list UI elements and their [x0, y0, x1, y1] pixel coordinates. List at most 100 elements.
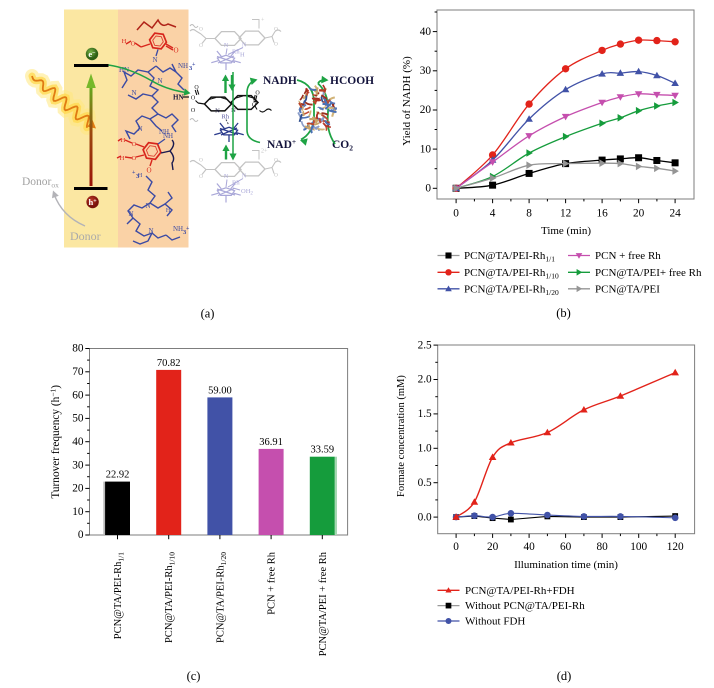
svg-text:PCN@TA/PEI-Rh1/1: PCN@TA/PEI-Rh1/1 [464, 250, 555, 264]
svg-text:+: + [132, 170, 136, 176]
svg-text:O: O [131, 41, 136, 48]
svg-text:N: N [137, 125, 142, 133]
svg-text:NH: NH [163, 132, 173, 140]
svg-text:24: 24 [669, 208, 681, 220]
svg-text:Formate concentration (mM): Formate concentration (mM) [396, 375, 407, 497]
svg-text:PCN@TA/PEI+ free Rh: PCN@TA/PEI+ free Rh [595, 267, 702, 279]
svg-text:O: O [191, 96, 196, 102]
svg-text:NH: NH [159, 128, 169, 136]
svg-text:60: 60 [72, 389, 84, 401]
svg-text:O: O [191, 108, 196, 114]
svg-text:O: O [274, 42, 278, 48]
svg-text:70: 70 [72, 366, 84, 378]
svg-text:+: + [192, 62, 196, 68]
svg-text:Illumination time (min): Illumination time (min) [514, 559, 618, 571]
svg-text:40: 40 [523, 541, 535, 553]
svg-text:O: O [274, 27, 278, 33]
svg-text:PCN@TA/PEI-Rh1/10: PCN@TA/PEI-Rh1/10 [164, 552, 177, 643]
svg-text:NH: NH [173, 225, 183, 233]
svg-text:0.0: 0.0 [418, 511, 432, 523]
svg-text:20: 20 [487, 541, 499, 553]
svg-text:Time (min): Time (min) [541, 225, 591, 237]
svg-text:60: 60 [560, 541, 572, 553]
svg-text:H: H [166, 208, 171, 214]
svg-text:N: N [215, 108, 220, 115]
svg-text:HN: HN [119, 66, 129, 74]
svg-text:PCN + free Rh: PCN + free Rh [595, 250, 661, 262]
svg-text:N: N [152, 56, 157, 64]
svg-text:30: 30 [72, 459, 84, 471]
svg-text:0: 0 [425, 183, 431, 195]
svg-text:3: 3 [189, 65, 193, 72]
svg-text:O: O [199, 174, 203, 180]
svg-text:80: 80 [72, 343, 84, 355]
svg-text:O: O [132, 155, 137, 162]
svg-text:HCOOH: HCOOH [330, 75, 374, 87]
svg-text:N: N [131, 89, 136, 97]
svg-text:+: + [261, 18, 265, 24]
svg-text:PCN@TA/PEI-Rh1/10: PCN@TA/PEI-Rh1/10 [464, 267, 559, 281]
svg-text:3: 3 [183, 229, 187, 236]
svg-text:PCN@TA/PEI-Rh1/20: PCN@TA/PEI-Rh1/20 [464, 283, 559, 297]
svg-text:O: O [194, 85, 199, 91]
svg-text:O: O [199, 43, 203, 49]
svg-text:(c): (c) [187, 669, 201, 683]
svg-text:20: 20 [633, 208, 645, 220]
svg-text:0: 0 [453, 208, 459, 220]
svg-text:PCN@TA/PEI-Rh+FDH: PCN@TA/PEI-Rh+FDH [465, 585, 575, 597]
svg-text:Rh: Rh [232, 49, 240, 56]
svg-text:3: 3 [136, 173, 140, 180]
svg-text:20: 20 [420, 104, 432, 116]
svg-text:20: 20 [72, 483, 84, 495]
svg-text:2.0: 2.0 [418, 374, 432, 386]
svg-text:10: 10 [72, 506, 84, 518]
svg-text:0: 0 [78, 529, 84, 541]
svg-text:(a): (a) [201, 307, 215, 321]
svg-text:16: 16 [596, 208, 608, 220]
svg-text:0: 0 [453, 541, 459, 553]
svg-text:120: 120 [667, 541, 684, 553]
svg-text:H: H [122, 38, 127, 45]
svg-text:Yield of NADH (%): Yield of NADH (%) [401, 56, 413, 146]
svg-text:59.00: 59.00 [208, 385, 232, 396]
svg-text:0.5: 0.5 [418, 477, 432, 489]
svg-text:N: N [145, 202, 150, 210]
svg-text:N: N [148, 227, 153, 235]
svg-text:e−: e− [88, 49, 96, 59]
svg-text:80: 80 [596, 541, 608, 553]
svg-text:PCN@TA/PEI: PCN@TA/PEI [595, 283, 660, 295]
svg-text:N: N [242, 174, 247, 180]
svg-text:O: O [173, 47, 178, 55]
svg-text:O: O [199, 27, 203, 33]
svg-text:(b): (b) [556, 306, 571, 320]
svg-text:O: O [252, 103, 257, 109]
svg-text:PCN@TA/PEI-Rh1/20: PCN@TA/PEI-Rh1/20 [215, 552, 228, 643]
svg-text:N: N [128, 210, 133, 218]
svg-text:NH: NH [178, 62, 188, 70]
svg-text:HN: HN [173, 94, 184, 102]
svg-text:12: 12 [560, 208, 572, 220]
svg-text:40: 40 [420, 26, 432, 38]
svg-text:22.92: 22.92 [106, 470, 130, 481]
svg-text:1.5: 1.5 [418, 408, 432, 420]
svg-text:O: O [132, 141, 137, 148]
svg-text:N: N [224, 43, 229, 49]
svg-text:Rh: Rh [222, 114, 230, 121]
svg-text:N: N [157, 77, 162, 85]
svg-text:4: 4 [490, 208, 496, 220]
svg-text:O: O [274, 158, 278, 164]
svg-text:Without PCN@TA/PEI-Rh: Without PCN@TA/PEI-Rh [465, 600, 585, 612]
svg-text:OH2: OH2 [241, 188, 253, 197]
svg-text:O: O [274, 173, 278, 179]
svg-text:O: O [255, 91, 260, 97]
svg-text:H: H [240, 52, 245, 59]
svg-text:70.82: 70.82 [157, 358, 181, 369]
svg-text:NADH: NADH [263, 75, 297, 87]
svg-text:Rh: Rh [232, 180, 240, 187]
svg-text:PCN@TA/PEI + free Rh: PCN@TA/PEI + free Rh [318, 551, 329, 656]
svg-text:H: H [138, 173, 143, 179]
svg-text:100: 100 [630, 541, 647, 553]
svg-text:Donor: Donor [70, 229, 101, 243]
svg-text:NAD+: NAD+ [267, 137, 296, 151]
svg-text:40: 40 [72, 436, 84, 448]
